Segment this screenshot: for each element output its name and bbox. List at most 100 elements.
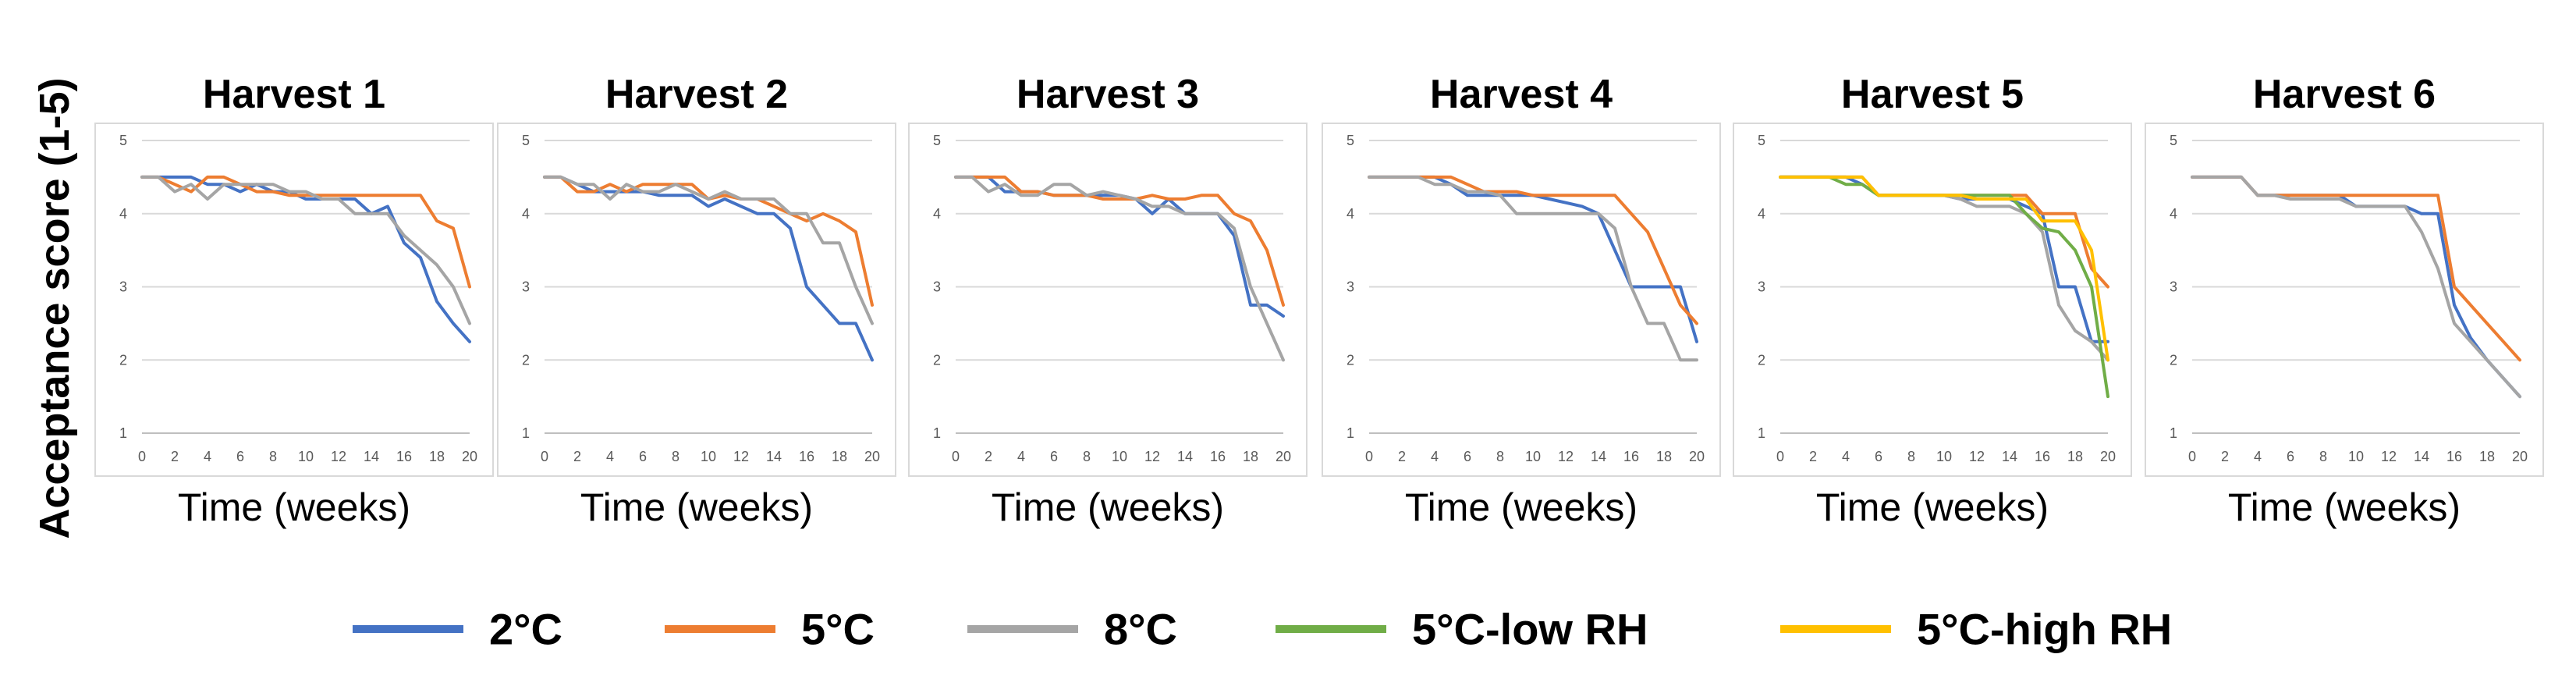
y-tick-label: 2 (119, 352, 127, 368)
x-tick-label: 0 (1776, 449, 1784, 464)
legend-label: 5°C-high RH (1917, 605, 2172, 654)
x-tick-label: 16 (1210, 449, 1226, 464)
series-line-8c (1368, 175, 1698, 362)
x-tick-label: 0 (2188, 449, 2196, 464)
y-tick-label: 2 (2170, 352, 2177, 368)
legend-item-2c: 2°C (353, 605, 562, 654)
y-tick-label: 4 (933, 206, 941, 222)
chart-frame (1322, 123, 1721, 477)
x-tick-label: 0 (1365, 449, 1373, 464)
x-tick-label: 8 (672, 449, 679, 464)
series-line-5c (1368, 175, 1698, 325)
y-tick-label: 5 (1758, 133, 1765, 148)
y-tick-label: 3 (522, 279, 530, 295)
x-tick-label: 16 (2446, 449, 2462, 464)
x-axis-label: Time (weeks) (1405, 485, 1637, 529)
x-tick-label: 10 (298, 449, 314, 464)
x-tick-label: 6 (2287, 449, 2294, 464)
y-tick-label: 5 (933, 133, 941, 148)
x-tick-label: 10 (2348, 449, 2364, 464)
y-tick-label: 4 (522, 206, 530, 222)
x-tick-label: 18 (1656, 449, 1672, 464)
x-tick-label: 14 (766, 449, 782, 464)
x-tick-label: 16 (396, 449, 412, 464)
x-tick-label: 18 (429, 449, 445, 464)
x-tick-label: 18 (1243, 449, 1258, 464)
legend-label: 8°C (1104, 605, 1177, 654)
x-axis-label: Time (weeks) (1816, 485, 2049, 529)
legend-label: 5°C (801, 605, 875, 654)
chart-frame (2145, 123, 2544, 477)
x-tick-label: 20 (462, 449, 477, 464)
x-tick-label: 0 (541, 449, 548, 464)
series-line-8c (2191, 175, 2521, 399)
series-line-8c (543, 175, 874, 325)
x-tick-label: 6 (1464, 449, 1471, 464)
chart-title: Harvest 6 (2253, 72, 2436, 117)
legend: 2°C 5°C 8°C 5°C-low RH 5°C-high RH (353, 605, 2172, 654)
series-line-8c (140, 175, 471, 325)
x-tick-label: 18 (2067, 449, 2083, 464)
legend-item-8c: 8°C (967, 605, 1177, 654)
x-tick-label: 8 (1083, 449, 1091, 464)
y-tick-label: 5 (1347, 133, 1354, 148)
x-tick-label: 2 (2221, 449, 2229, 464)
x-tick-label: 4 (1431, 449, 1439, 464)
chart-frame (908, 123, 1308, 477)
y-tick-label: 4 (119, 206, 127, 222)
x-tick-label: 4 (1017, 449, 1025, 464)
x-tick-label: 12 (733, 449, 749, 464)
x-tick-label: 16 (2035, 449, 2050, 464)
x-axis-label: Time (weeks) (580, 485, 813, 529)
x-tick-label: 4 (204, 449, 211, 464)
y-tick-label: 1 (119, 425, 127, 441)
x-tick-label: 8 (269, 449, 277, 464)
x-tick-label: 10 (1112, 449, 1127, 464)
y-tick-label: 3 (933, 279, 941, 295)
x-tick-label: 10 (701, 449, 716, 464)
y-tick-label: 4 (1758, 206, 1765, 222)
x-tick-label: 2 (573, 449, 581, 464)
x-tick-label: 0 (138, 449, 146, 464)
y-tick-label: 2 (1758, 352, 1765, 368)
chart-title: Harvest 5 (1841, 72, 2024, 117)
y-tick-label: 1 (933, 425, 941, 441)
x-tick-label: 6 (236, 449, 244, 464)
chart-title: Harvest 1 (203, 72, 385, 117)
x-tick-label: 2 (985, 449, 992, 464)
chart-frame (94, 123, 494, 477)
x-tick-label: 12 (1144, 449, 1160, 464)
x-tick-label: 14 (1591, 449, 1606, 464)
x-tick-label: 4 (1842, 449, 1850, 464)
x-tick-label: 6 (1050, 449, 1058, 464)
x-tick-label: 18 (2479, 449, 2495, 464)
x-tick-label: 12 (1558, 449, 1574, 464)
y-tick-label: 2 (522, 352, 530, 368)
x-tick-label: 18 (832, 449, 847, 464)
x-tick-label: 8 (2319, 449, 2327, 464)
x-tick-label: 12 (1969, 449, 1985, 464)
x-tick-label: 10 (1936, 449, 1952, 464)
legend-label: 5°C-low RH (1412, 605, 1648, 654)
x-tick-label: 12 (331, 449, 346, 464)
y-axis-label: Acceptance score (1-5) (31, 77, 78, 539)
x-tick-label: 14 (364, 449, 379, 464)
x-tick-label: 14 (2002, 449, 2017, 464)
series-line-8c (954, 175, 1285, 362)
y-tick-label: 4 (2170, 206, 2177, 222)
x-tick-label: 16 (1623, 449, 1639, 464)
x-axis-label: Time (weeks) (178, 485, 410, 529)
x-tick-label: 20 (1689, 449, 1705, 464)
series-line-5c-high-rh (1779, 175, 2109, 362)
y-tick-label: 3 (2170, 279, 2177, 295)
chart-frame (1733, 123, 2132, 477)
legend-item-5c: 5°C (665, 605, 875, 654)
chart-frame (497, 123, 896, 477)
x-tick-label: 2 (171, 449, 179, 464)
